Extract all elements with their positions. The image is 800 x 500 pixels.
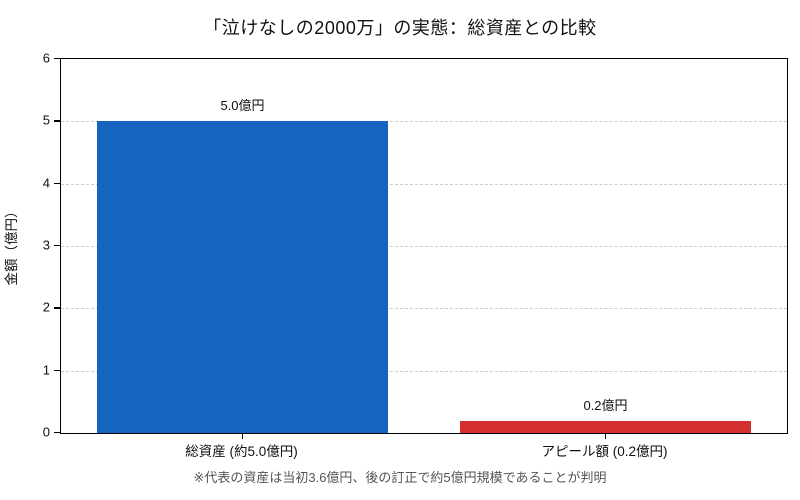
y-tick-label: 4 [42, 175, 50, 191]
bar-value-label: 5.0億円 [220, 98, 265, 114]
y-tick-label: 2 [42, 299, 50, 315]
x-tick-label: 総資産 (約5.0億円) [185, 444, 298, 459]
y-tick-label: 6 [42, 50, 50, 66]
y-axis-label: 金額（億円） [4, 204, 19, 286]
bar-value-label: 0.2億円 [583, 397, 628, 413]
y-tick-label: 3 [42, 237, 50, 253]
y-tick-mark [54, 245, 60, 247]
x-tick-mark [604, 433, 606, 439]
y-tick-mark [54, 182, 60, 184]
gridline [61, 308, 787, 310]
y-tick-label: 0 [42, 424, 50, 440]
y-tick-mark [54, 58, 60, 60]
y-tick-mark [54, 307, 60, 309]
y-tick-label: 1 [42, 362, 50, 378]
footnote: ※代表の資産は当初3.6億円、後の訂正で約5億円規模であることが判明 [193, 470, 607, 485]
bar-1 [97, 121, 388, 433]
y-tick-mark [54, 432, 60, 434]
bar-2 [460, 420, 751, 433]
gridline [61, 183, 787, 185]
y-tick-mark [54, 120, 60, 122]
x-tick-label: アピール額 (0.2億円) [541, 444, 668, 459]
gridline [61, 246, 787, 247]
chart-title: 「泣けなしの2000万」の実態：総資産との比較 [203, 18, 597, 38]
x-tick-mark [241, 433, 243, 439]
y-tick-label: 5 [42, 112, 50, 128]
y-tick-mark [54, 369, 60, 371]
gridline [61, 121, 787, 123]
gridline [61, 370, 787, 372]
plot-area: 5.0億円 0.2億円 [60, 58, 788, 434]
